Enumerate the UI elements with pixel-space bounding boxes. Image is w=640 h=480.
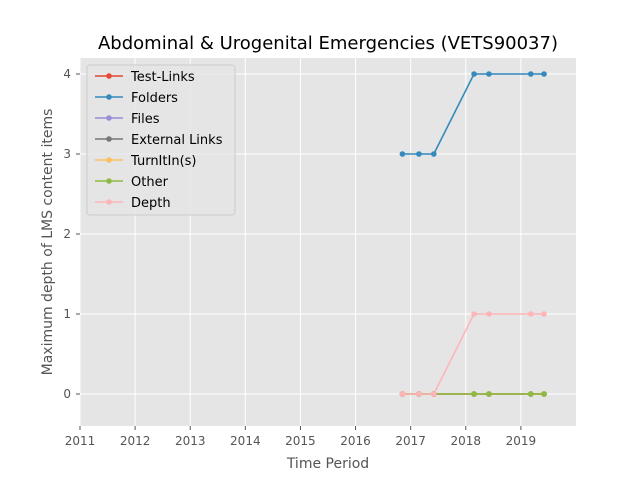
chart-title: Abdominal & Urogenital Emergencies (VETS… — [98, 33, 558, 54]
data-point-1-2 — [431, 151, 437, 157]
y-tick-label-0: 0 — [63, 387, 71, 401]
data-point-5-4 — [486, 391, 492, 397]
x-tick-label-2018: 2018 — [451, 434, 482, 448]
legend-label-6: Depth — [131, 196, 171, 211]
x-tick-label-2014: 2014 — [230, 434, 261, 448]
axis-ticks: 2011 2012 2013 2014 2015 2016 2017 2018 2019 0 1 2 3… — [63, 67, 536, 448]
legend-item-6: Depth — [95, 196, 171, 211]
legend: Test-Links Folders Files External Links Turn… — [86, 64, 236, 216]
data-series — [399, 71, 547, 397]
data-point-6-6 — [541, 311, 547, 317]
data-point-6-5 — [528, 311, 534, 317]
data-point-1-1 — [416, 151, 422, 157]
x-tick-label-2013: 2013 — [175, 434, 206, 448]
legend-item-1: Folders — [95, 91, 178, 106]
legend-swatch-marker-1 — [106, 94, 112, 100]
x-tick-label-2011: 2011 — [65, 434, 96, 448]
x-tick-label-2016: 2016 — [340, 434, 371, 448]
legend-item-2: Files — [95, 112, 160, 127]
series-1 — [399, 71, 547, 157]
y-tick-label-2: 2 — [63, 227, 71, 241]
legend-item-5: Other — [95, 175, 169, 190]
legend-label-2: Files — [131, 112, 160, 127]
y-axis-label: Maximum depth of LMS content items — [40, 109, 56, 376]
data-point-1-6 — [541, 71, 547, 77]
y-tick-label-4: 4 — [63, 67, 71, 81]
legend-label-1: Folders — [131, 91, 178, 106]
legend-swatch-marker-6 — [106, 199, 112, 205]
data-point-6-1 — [416, 391, 422, 397]
data-point-5-5 — [528, 391, 534, 397]
data-point-5-6 — [541, 391, 547, 397]
legend-label-0: Test-Links — [130, 70, 195, 85]
data-point-1-3 — [471, 71, 477, 77]
legend-item-0: Test-Links — [95, 70, 195, 85]
series-6 — [399, 311, 547, 397]
data-point-6-3 — [471, 311, 477, 317]
y-tick-label-3: 3 — [63, 147, 71, 161]
legend-item-3: External Links — [95, 133, 223, 148]
legend-item-4: TurnItIn(s) — [95, 154, 196, 169]
x-tick-label-2019: 2019 — [506, 434, 537, 448]
legend-frame — [86, 64, 236, 216]
legend-label-5: Other — [131, 175, 169, 190]
data-point-1-4 — [486, 71, 492, 77]
legend-label-3: External Links — [131, 133, 223, 148]
data-point-6-2 — [431, 391, 437, 397]
legend-swatch-marker-4 — [106, 157, 112, 163]
legend-label-4: TurnItIn(s) — [130, 154, 196, 169]
x-tick-label-2015: 2015 — [285, 434, 316, 448]
x-tick-label-2017: 2017 — [395, 434, 426, 448]
legend-swatch-marker-5 — [106, 178, 112, 184]
x-tick-label-2012: 2012 — [120, 434, 151, 448]
legend-swatch-marker-3 — [106, 136, 112, 142]
data-point-6-4 — [486, 311, 492, 317]
data-point-5-3 — [471, 391, 477, 397]
y-tick-label-1: 1 — [63, 307, 71, 321]
data-point-1-5 — [528, 71, 534, 77]
legend-swatch-marker-2 — [106, 115, 112, 121]
data-point-1-0 — [399, 151, 406, 157]
legend-swatch-marker-0 — [106, 73, 112, 79]
data-point-6-0 — [399, 391, 406, 397]
x-axis-label: Time Period — [286, 456, 369, 472]
